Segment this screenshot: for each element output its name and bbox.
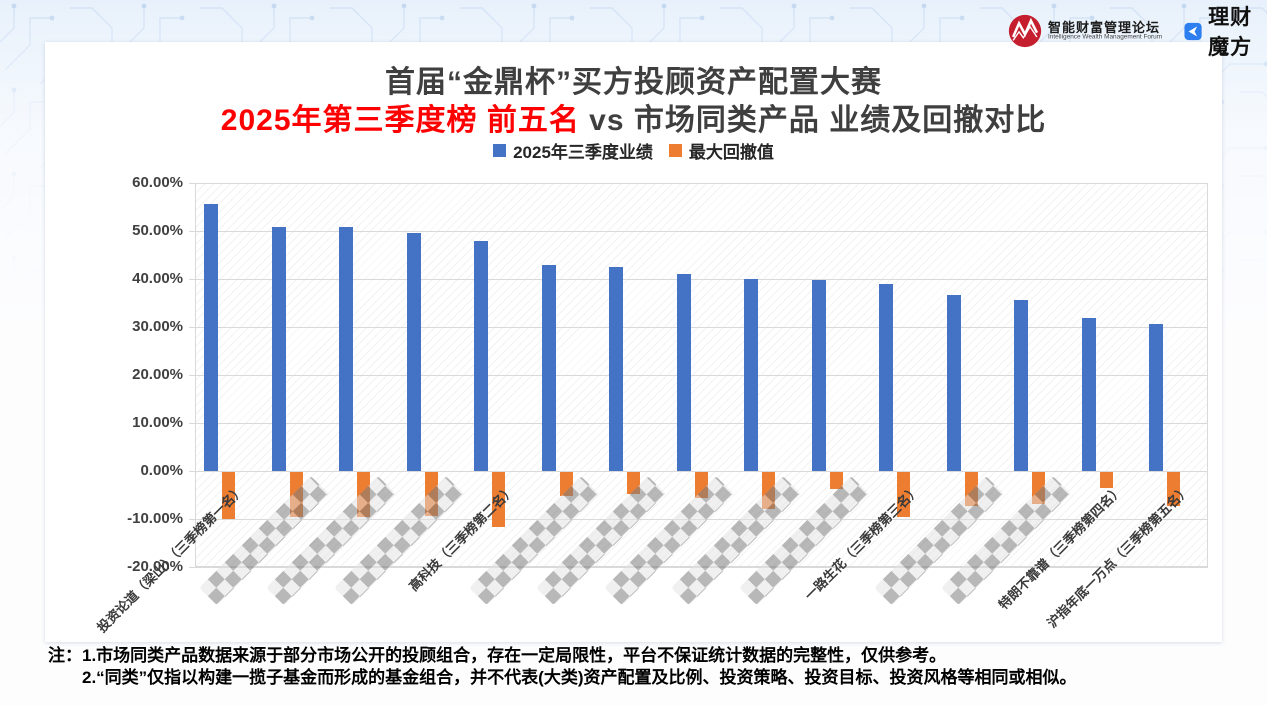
y-axis-label: 0.00%: [140, 462, 183, 479]
bar-performance: [204, 203, 218, 471]
bar-chart: 60.00% 50.00% 40.00% 30.00% 20.00% 10.00% 0.00…: [45, 42, 1222, 642]
y-axis-label: 50.00%: [132, 222, 183, 239]
bar-performance: [811, 279, 826, 471]
gridline: [189, 471, 1208, 472]
forum-name-cn: 智能财富管理论坛: [1048, 19, 1161, 35]
main-title: 首届“金鼎杯”买方投顾资产配置大赛: [385, 66, 882, 99]
y-axis-label: 30.00%: [132, 318, 183, 335]
gridline: [189, 327, 1208, 328]
y-axis-label: 10.00%: [132, 414, 183, 431]
bar-performance: [676, 274, 691, 471]
legend-swatch-drawdown: [668, 144, 682, 157]
chart-card: 首届“金鼎杯”买方投顾资产配置大赛 2025年第三季度榜 前五名 vs 市场同类…: [45, 42, 1222, 642]
bar-performance: [1014, 300, 1029, 471]
bar-performance: [406, 232, 421, 471]
bar-performance: [1149, 324, 1164, 471]
bar-performance: [271, 227, 286, 471]
footnotes: 注：1.市场同类产品数据来源于部分市场公开的投顾组合，存在一定局限性，平台不保证…: [48, 645, 1238, 689]
bar-drawdown: [897, 472, 911, 518]
legend-item-drawdown: 最大回撤值: [668, 138, 774, 163]
legend-swatch-performance: [493, 144, 507, 157]
licai-mofang-name: 理财魔方: [1208, 6, 1253, 59]
subtitle-rest: vs 市场同类产品 业绩及回撤对比: [579, 104, 1047, 137]
bar-performance: [1081, 317, 1096, 471]
gridline: [189, 279, 1208, 280]
bar-performance: [339, 227, 354, 471]
y-axis-label: -10.00%: [127, 510, 183, 527]
bar-performance: [609, 267, 624, 471]
gridline: [189, 375, 1208, 376]
gridline: [189, 231, 1208, 232]
footnote-line-1: 注：1.市场同类产品数据来源于部分市场公开的投顾组合，存在一定局限性，平台不保证…: [48, 646, 947, 665]
forum-logo: 智能财富管理论坛 Intelligence Wealth Management …: [1008, 14, 1172, 48]
bar-drawdown: [492, 472, 506, 528]
bar-drawdown: [222, 472, 235, 520]
licai-mofang-logo: 理财魔方: [1184, 1, 1267, 61]
bar-performance: [879, 283, 894, 471]
bar-performance: [541, 265, 556, 471]
subtitle-highlight: 2025年第三季度榜 前五名: [220, 104, 580, 137]
bar-performance: [744, 279, 759, 471]
gridline: [189, 183, 1208, 184]
y-axis-label: 20.00%: [132, 366, 183, 383]
y-axis-label: 40.00%: [132, 270, 183, 287]
y-axis-label: -20.00%: [127, 558, 183, 575]
bar-drawdown: [1167, 472, 1181, 506]
legend-label-drawdown: 最大回撤值: [688, 143, 774, 162]
legend-label-performance: 2025年三季度业绩: [513, 143, 653, 162]
y-axis-label: 60.00%: [132, 174, 183, 191]
licai-mofang-icon: [1184, 22, 1202, 40]
bar-performance: [474, 241, 489, 471]
forum-name-en: Intelligence Wealth Management Forum: [1048, 34, 1163, 41]
subtitle: 2025年第三季度榜 前五名 vs 市场同类产品 业绩及回撤对比: [45, 95, 1222, 139]
gridline: [189, 423, 1208, 424]
logo-bar: 智能财富管理论坛 Intelligence Wealth Management …: [1008, 6, 1267, 59]
legend-item-performance: 2025年三季度业绩: [493, 138, 653, 163]
forum-logo-icon: [1008, 14, 1042, 48]
bar-drawdown: [829, 472, 843, 489]
bar-drawdown: [1099, 472, 1113, 489]
bar-performance: [946, 294, 961, 471]
chart-legend: 2025年三季度业绩 最大回撤值: [45, 138, 1222, 163]
footnote-line-2: 2.“同类”仅指以构建一揽子基金而形成的基金组合，并不代表(大类)资产配置及比例…: [82, 668, 1077, 687]
